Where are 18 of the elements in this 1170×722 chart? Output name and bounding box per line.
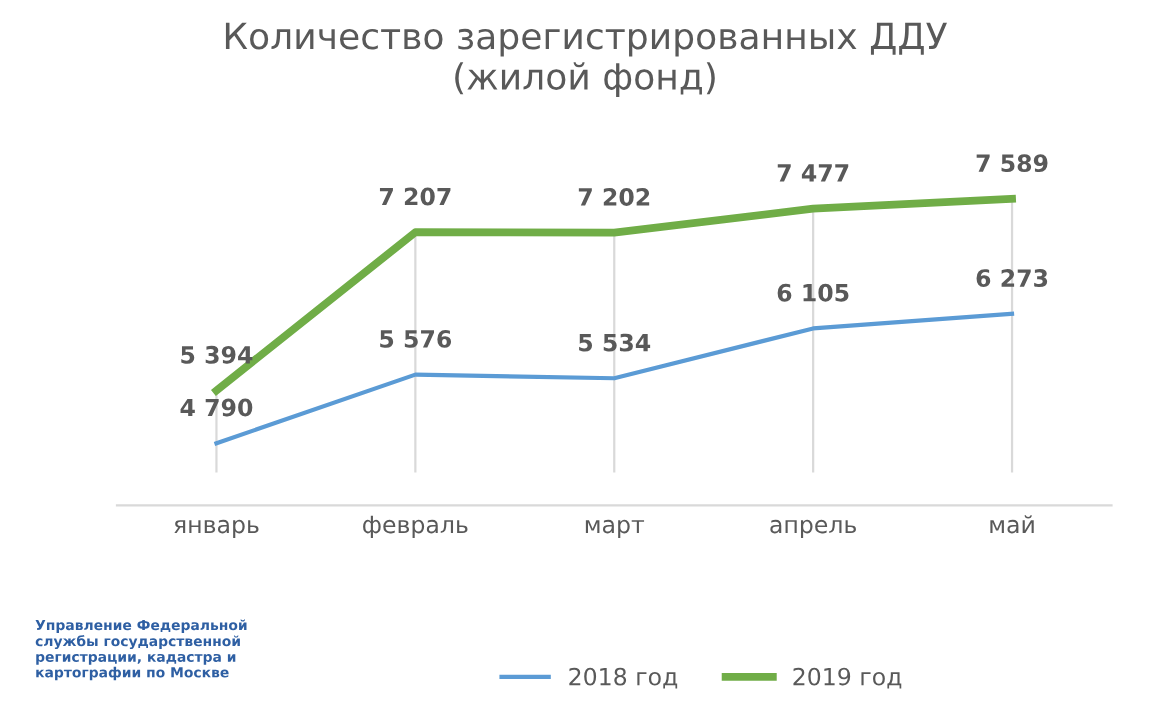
data-label: 7 589 <box>976 154 1048 173</box>
data-label: 6 105 <box>777 283 849 302</box>
data-label: 7 207 <box>379 187 451 206</box>
x-tick-label: январь <box>174 519 259 538</box>
data-label: 6 273 <box>976 269 1048 287</box>
x-tick-label: март <box>585 519 645 538</box>
data-label: 5 534 <box>579 333 651 352</box>
data-label: 7 202 <box>578 188 650 206</box>
chart-title: Количество зарегистрированных ДДУ (жилой фонд) <box>225 22 947 98</box>
data-label: 4 790 <box>180 398 253 417</box>
legend-label: 2019 год <box>793 667 902 689</box>
data-label: 5 394 <box>181 345 253 364</box>
x-tick-label: февраль <box>363 515 468 538</box>
data-label: 5 576 <box>380 329 452 348</box>
legend-label: 2018 год <box>569 667 678 689</box>
x-tick-label: май <box>990 515 1034 534</box>
x-tick-label: апрель <box>770 519 856 538</box>
data-label: 7 477 <box>777 164 849 182</box>
